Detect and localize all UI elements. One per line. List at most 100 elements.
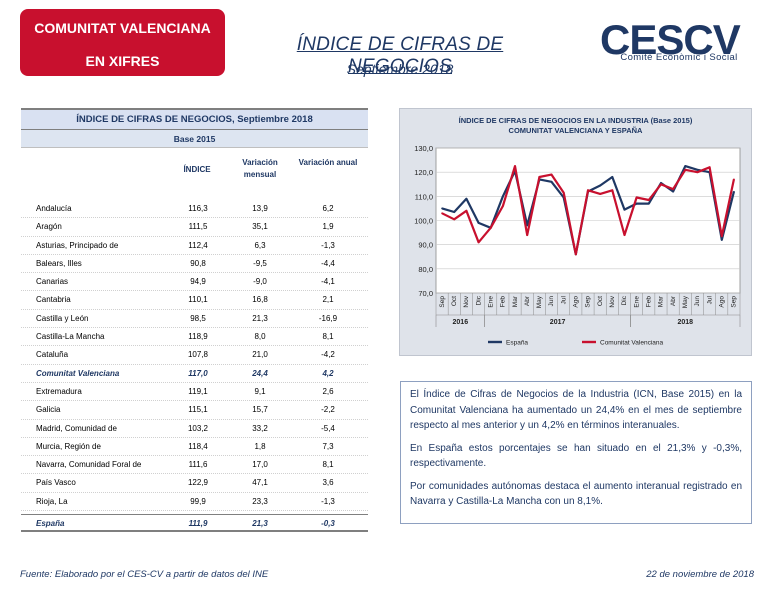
col-annual-header: Variación anual xyxy=(298,158,358,167)
table-row: Castilla-La Mancha 118,9 8,0 8,1 xyxy=(21,328,368,347)
x-tick-label: Jun xyxy=(694,296,701,307)
x-tick-label: May xyxy=(682,295,689,308)
summary-paragraph-3: Por comunidades autónomas destaca el aum… xyxy=(410,480,742,508)
legend-label: España xyxy=(506,340,528,347)
y-tick-label: 100,0 xyxy=(414,217,433,226)
data-point xyxy=(574,253,577,256)
table-row: Andalucía 116,3 13,9 6,2 xyxy=(21,200,368,219)
badge-line2: EN XIFRES xyxy=(85,53,160,69)
data-point xyxy=(526,234,529,236)
table-row: Rioja, La 99,9 23,3 -1,3 xyxy=(21,493,368,512)
data-point xyxy=(453,218,456,221)
data-point xyxy=(672,190,675,193)
y-tick-label: 130,0 xyxy=(414,144,433,153)
table-row-spain: España 111,9 21,3 -0,3 xyxy=(21,514,368,533)
data-point xyxy=(562,191,565,194)
summary-text: El Índice de Cifras de Negocios de la In… xyxy=(400,381,752,524)
year-label: 2017 xyxy=(550,319,566,326)
x-tick-label: Sep xyxy=(731,296,738,308)
y-tick-label: 90,0 xyxy=(418,241,433,250)
data-table: ÍNDICE DE CIFRAS DE NEGOCIOS, Septiembre… xyxy=(21,108,368,533)
table-row: Asturias, Principado de 112,4 6,3 -1,3 xyxy=(21,237,368,255)
year-label: 2018 xyxy=(677,319,693,326)
data-point xyxy=(550,173,553,176)
x-tick-label: Ago xyxy=(718,296,725,308)
table-row: Cantabria 110,1 16,8 2,1 xyxy=(21,291,368,310)
data-point xyxy=(453,211,456,213)
badge-line1: COMUNITAT VALENCIANA xyxy=(34,20,211,36)
table-base: Base 2015 xyxy=(21,130,368,148)
x-tick-label: Jul xyxy=(706,295,713,304)
page-subtitle: Septiembre 2018 xyxy=(346,61,454,77)
year-label: 2016 xyxy=(453,319,469,326)
data-point xyxy=(501,195,504,198)
data-point xyxy=(684,168,687,171)
x-tick-label: Mar xyxy=(658,295,665,307)
data-point xyxy=(696,171,699,174)
data-point xyxy=(477,222,480,224)
table-row: Canarias 94,9 -9,0 -4,1 xyxy=(21,273,368,292)
y-tick-label: 120,0 xyxy=(414,168,433,177)
data-point xyxy=(708,166,711,169)
chart-title: ÍNDICE DE CIFRAS DE NEGOCIOS EN LA INDUS… xyxy=(458,116,693,125)
data-point xyxy=(587,189,589,192)
logo-subtitle: Comitè Econòmic i Social xyxy=(620,52,738,63)
data-point xyxy=(647,202,650,205)
x-tick-label: Ene xyxy=(633,296,640,308)
data-point xyxy=(477,241,480,244)
data-point xyxy=(501,205,504,207)
col-monthly-header: Variación mensual xyxy=(242,158,278,179)
legend-label: Comunitat Valenciana xyxy=(600,340,663,347)
publish-date: 22 de noviembre de 2018 xyxy=(646,569,754,580)
x-tick-label: Nov xyxy=(463,295,470,307)
region-badge: COMUNITAT VALENCIANA EN XIFRES xyxy=(20,9,225,76)
x-tick-label: Abr xyxy=(524,295,531,306)
table-row: Navarra, Comunidad Foral de 111,6 17,0 8,1 xyxy=(21,456,368,475)
x-tick-label: Sep xyxy=(439,296,446,308)
x-tick-label: Ene xyxy=(487,296,494,308)
line-chart: ÍNDICE DE CIFRAS DE NEGOCIOS EN LA INDUS… xyxy=(399,108,752,356)
table-row: Castilla y León 98,5 21,3 -16,9 xyxy=(21,310,368,329)
data-point xyxy=(441,207,443,210)
page-title: ÍNDICE DE CIFRAS DE NEGOCIOS xyxy=(296,34,504,77)
table-row: Comunitat Valenciana 117,0 24,4 4,2 xyxy=(21,365,368,383)
x-tick-label: Oct xyxy=(451,296,458,306)
data-point xyxy=(696,168,699,171)
summary-paragraph-2: En España estos porcentajes se han situa… xyxy=(410,442,742,470)
x-tick-label: Abr xyxy=(670,295,677,306)
table-row: País Vasco 122,9 47,1 3,6 xyxy=(21,474,368,493)
data-point xyxy=(611,189,614,192)
table-title: ÍNDICE DE CIFRAS DE NEGOCIOS, Septiembre… xyxy=(21,108,368,130)
x-tick-label: Feb xyxy=(500,296,507,308)
x-tick-label: Ago xyxy=(573,296,580,308)
data-point xyxy=(599,184,602,187)
x-tick-label: Feb xyxy=(646,296,653,308)
source-note: Fuente: Elaborado por el CES-CV a partir… xyxy=(20,569,269,580)
x-tick-label: Dic xyxy=(475,295,482,305)
y-tick-label: 70,0 xyxy=(418,289,433,298)
x-tick-label: Jun xyxy=(548,296,555,307)
table-row: Murcia, Región de 118,4 1,8 7,3 xyxy=(21,438,368,457)
x-tick-label: Oct xyxy=(597,296,604,306)
data-point xyxy=(550,180,553,183)
table-row: Extremadura 119,1 9,1 2,6 xyxy=(21,383,368,402)
x-tick-label: Mar xyxy=(512,295,519,307)
data-point xyxy=(441,212,443,215)
summary-paragraph-1: El Índice de Cifras de Negocios de la In… xyxy=(410,389,742,431)
data-point xyxy=(611,176,614,178)
col-index-header: ÍNDICE xyxy=(183,165,211,174)
data-point xyxy=(733,178,735,181)
x-tick-label: Nov xyxy=(609,295,616,307)
data-point xyxy=(635,196,638,199)
data-point xyxy=(720,235,723,238)
table-row: Balears, Illes 90,8 -9,5 -4,4 xyxy=(21,255,368,274)
data-point xyxy=(720,238,723,241)
data-point xyxy=(733,190,735,193)
data-point xyxy=(623,234,626,236)
svg-text:CESCV: CESCV xyxy=(600,16,741,63)
data-point xyxy=(672,188,675,190)
y-tick-label: 80,0 xyxy=(418,265,433,274)
table-row: Madrid, Comunidad de 103,2 33,2 -5,4 xyxy=(21,420,368,438)
ces-cv-logo: CESCV xyxy=(600,16,742,63)
x-tick-label: Dic xyxy=(621,295,628,305)
